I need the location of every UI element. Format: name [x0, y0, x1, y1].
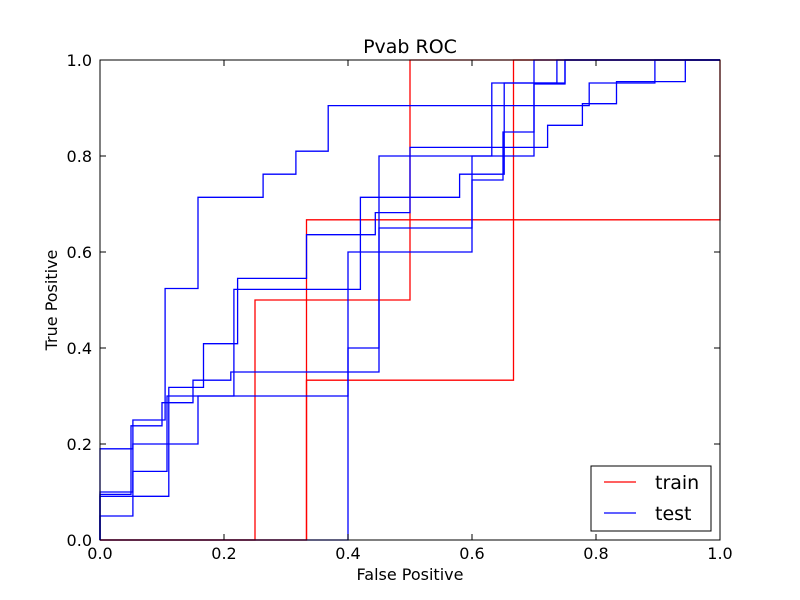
- roc-curve-9: [100, 59, 720, 541]
- x-tick-label: 0.8: [583, 544, 608, 563]
- y-tick-label: 0.0: [67, 531, 92, 550]
- y-tick-label: 0.6: [67, 243, 92, 262]
- roc-curve-4: [99, 59, 720, 540]
- y-axis-label: True Positive: [42, 250, 61, 352]
- x-axis-label: False Positive: [357, 565, 464, 584]
- legend: train test: [590, 465, 712, 532]
- plot-frame: [99, 59, 721, 541]
- y-tick-label: 0.4: [67, 339, 92, 358]
- legend-test-label: test: [655, 503, 692, 525]
- y-tick-label: 1.0: [67, 51, 92, 70]
- x-tick-label: 0.6: [459, 544, 484, 563]
- x-tick-label: 0.2: [211, 544, 236, 563]
- roc-curve-7: [99, 59, 720, 540]
- x-tick-label: 1.0: [707, 544, 732, 563]
- x-tick-label: 0.0: [87, 544, 112, 563]
- ticks-layer: 0.0 0.2 0.4 0.6 0.8 1.0 0.0 0.2 0.4 0.6 0.8 1.0: [67, 51, 733, 563]
- y-tick-label: 0.8: [67, 147, 92, 166]
- legend-box: [590, 465, 712, 532]
- x-tick-label: 0.4: [335, 544, 360, 563]
- legend-train-label: train: [655, 472, 699, 494]
- chart-title: Pvab ROC: [363, 36, 457, 58]
- y-tick-label: 0.2: [67, 435, 92, 454]
- roc-curve-8: [99, 59, 720, 540]
